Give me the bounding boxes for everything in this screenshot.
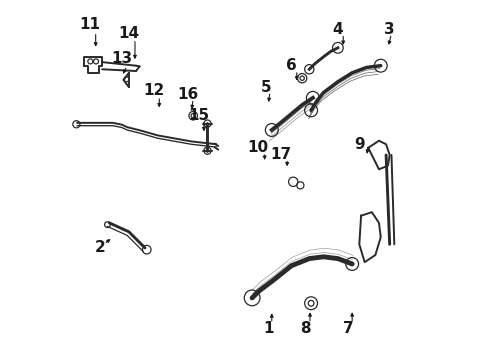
Text: 6: 6: [286, 58, 297, 73]
Text: 14: 14: [119, 26, 140, 41]
Text: 15: 15: [188, 108, 209, 123]
Text: 3: 3: [384, 22, 395, 37]
Text: 17: 17: [270, 148, 291, 162]
Text: 10: 10: [247, 140, 268, 156]
Text: 5: 5: [261, 80, 272, 95]
Text: 2: 2: [95, 240, 106, 255]
Text: 1: 1: [263, 321, 273, 336]
Text: 16: 16: [177, 87, 198, 102]
Text: 9: 9: [354, 137, 365, 152]
Text: 7: 7: [343, 321, 354, 336]
Text: 4: 4: [333, 22, 343, 37]
Text: 8: 8: [300, 321, 311, 336]
Text: 12: 12: [143, 83, 165, 98]
Text: 11: 11: [79, 17, 100, 32]
Text: 13: 13: [111, 51, 132, 66]
